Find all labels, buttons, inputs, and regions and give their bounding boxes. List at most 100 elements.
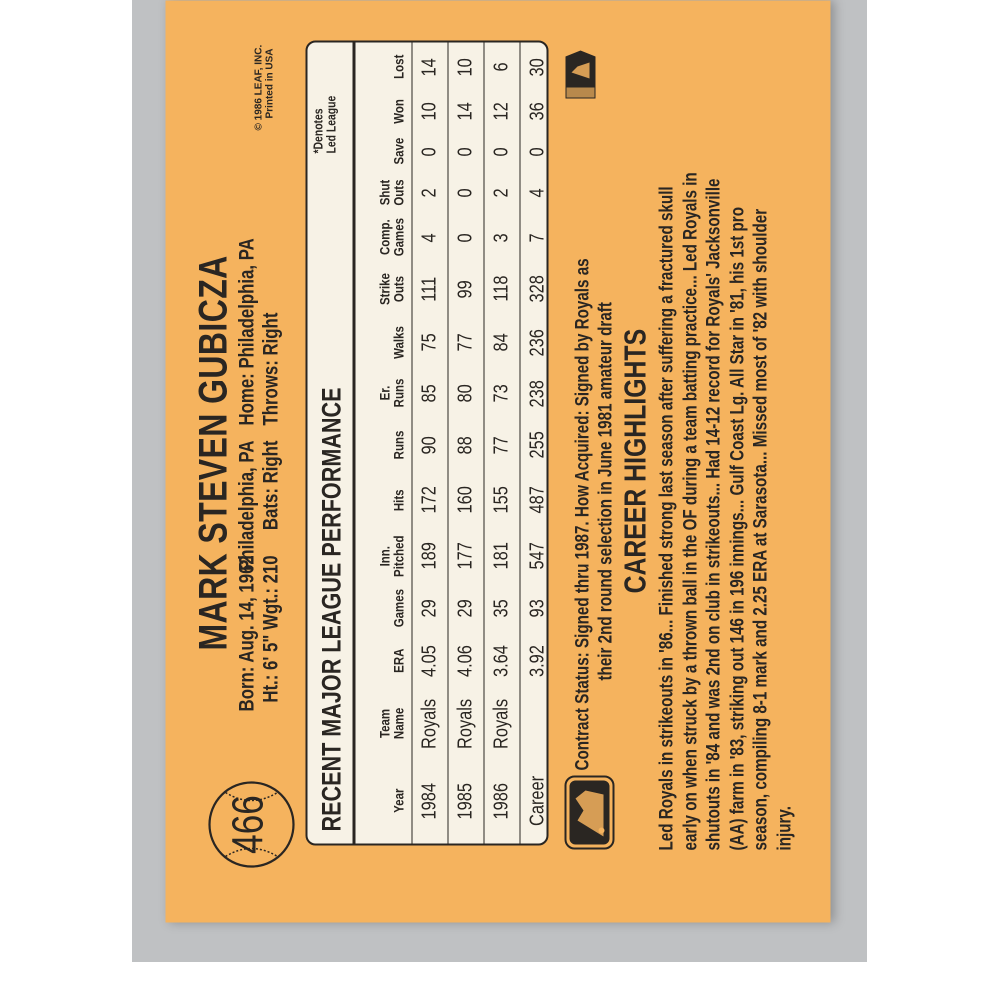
stats-value: 0 [454, 146, 476, 156]
stats-cell: 4 [519, 171, 548, 213]
home: Home: Philadelphia, PA [235, 237, 258, 425]
stats-value: 77 [490, 435, 512, 454]
stats-table: RECENT MAJOR LEAGUE PERFORMANCE *Denotes… [305, 40, 548, 845]
column-header: Inn. Pitched [355, 528, 412, 583]
stats-value: 29 [454, 598, 476, 618]
stats-value: 0 [490, 146, 512, 156]
stats-title: RECENT MAJOR LEAGUE PERFORMANCE [316, 386, 346, 831]
stats-cell: 29 [411, 583, 448, 633]
stats-value: 35 [490, 598, 512, 618]
printed-in: Printed in USA [264, 47, 275, 118]
career-highlights-title: CAREER HIGHLIGHTS [617, 0, 653, 922]
stats-value: 160 [454, 485, 476, 514]
column-header: Comp. Games [355, 213, 412, 261]
stats-row: Career 3.92 93 547 487 255 238 236 328 7 4 0 36 30 [519, 42, 548, 843]
stats-cell: 0 [411, 131, 448, 171]
stats-value: 7 [526, 232, 548, 242]
throws: Throws: Right [259, 312, 282, 425]
stats-cell: 3.64 [483, 633, 520, 688]
stats-cell: 4.06 [447, 633, 484, 688]
stats-value: 30 [526, 57, 548, 76]
stats-cell: 0 [483, 131, 520, 171]
stats-value: Royals [454, 697, 476, 749]
stats-value: 14 [418, 57, 440, 76]
stats-cell: 12 [483, 91, 520, 131]
stats-value: Career [526, 775, 548, 826]
stats-value: 328 [526, 274, 548, 303]
column-header: Shut Outs [355, 171, 412, 213]
stats-cell: 7 [519, 213, 548, 261]
stats-cell: Royals [447, 688, 484, 758]
stats-cell: 177 [447, 528, 484, 583]
stats-value: Royals [490, 697, 512, 749]
stats-cell: 85 [411, 368, 448, 418]
stats-table-title-bar: RECENT MAJOR LEAGUE PERFORMANCE *Denotes… [307, 42, 355, 843]
stats-cell: 487 [519, 471, 548, 528]
column-header-label: Walks [390, 325, 406, 359]
stats-value: 155 [490, 485, 512, 514]
copyright-line: © 1986 LEAF, INC. [253, 44, 264, 130]
stats-value: 189 [418, 541, 440, 570]
stats-cell [519, 688, 548, 758]
column-header-label: Shut Outs [376, 178, 406, 206]
stats-cell: 189 [411, 528, 448, 583]
stats-cell: 75 [411, 316, 448, 368]
stats-value: 2 [418, 187, 440, 197]
stats-value: 0 [526, 146, 548, 156]
stats-value: 547 [526, 541, 548, 570]
stats-cell: 35 [483, 583, 520, 633]
stats-value: 0 [454, 187, 476, 197]
stats-cell: 0 [519, 131, 548, 171]
stats-cell: 255 [519, 418, 548, 471]
stats-cell: 160 [447, 471, 484, 528]
column-header: Games [355, 583, 412, 633]
stats-value: 238 [526, 379, 548, 407]
stats-cell: 77 [447, 316, 484, 368]
stats-cell: 155 [483, 471, 520, 528]
column-header-label: Won [390, 98, 406, 124]
stats-cell: 29 [447, 583, 484, 633]
column-header-label: Hits [390, 488, 406, 511]
stats-cell: 30 [519, 42, 548, 91]
column-header-label: ERA [390, 648, 406, 673]
stats-row: 1985 Royals 4.06 29 177 160 88 80 77 99 0 0 0 14 10 [447, 42, 484, 843]
stats-value: 99 [454, 279, 476, 298]
stats-value: 3 [490, 232, 512, 242]
highlight-line: early on when struck by a thrown ball in… [679, 171, 701, 850]
copyright: © 1986 LEAF, INC. Printed in USA [253, 44, 275, 130]
stats-value: 255 [526, 430, 548, 459]
height-weight: Ht.: 6' 5" Wgt.: 210 [259, 555, 282, 703]
stats-cell: 88 [447, 418, 484, 471]
stats-cell: 238 [519, 368, 548, 418]
column-header: Save [355, 131, 412, 171]
stats-cell: 236 [519, 316, 548, 368]
stats-cell: 14 [411, 42, 448, 91]
career-highlights-text: Led Royals in strikeouts in '86... Finis… [655, 172, 796, 850]
stats-cell: 4.05 [411, 633, 448, 688]
stats-cell: 84 [483, 316, 520, 368]
stats-value: 84 [490, 332, 512, 352]
birthplace: Philadelphia, PA [235, 440, 258, 571]
stats-row: 1986 Royals 3.64 35 181 155 77 73 84 118 3 2 0 12 6 [483, 42, 520, 843]
stats-value: 4 [418, 232, 440, 242]
column-header-label: Inn. Pitched [376, 534, 406, 577]
stats-value: 0 [454, 232, 476, 242]
stats-cell: 10 [447, 42, 484, 91]
stats-cell: 547 [519, 528, 548, 583]
stats-value: 80 [454, 383, 476, 403]
card-number-baseball-icon [207, 780, 295, 868]
player-name: MARK STEVEN GUBICZA [191, 254, 235, 650]
contract-status: Contract Status: Signed thru 1987. How A… [572, 257, 593, 770]
column-header-label: Save [390, 137, 406, 165]
mlb-logo-large [564, 775, 614, 849]
stats-value: 111 [418, 276, 440, 301]
stats-cell: 111 [411, 261, 448, 316]
stats-value: 3.64 [490, 644, 512, 677]
highlight-line: Led Royals in strikeouts in '86... Finis… [656, 185, 677, 850]
stats-value: 75 [418, 332, 440, 352]
stats-value: 177 [454, 541, 476, 570]
stats-value: 10 [454, 57, 476, 76]
column-header-label: Comp. Games [376, 217, 406, 257]
led-league-note: *Denotes Led League [310, 95, 338, 153]
stats-cell: 118 [483, 261, 520, 316]
